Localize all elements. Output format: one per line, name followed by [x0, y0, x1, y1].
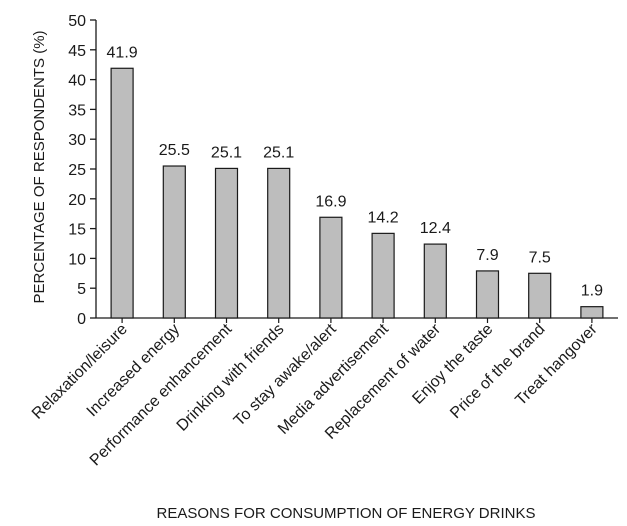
data-label: 12.4 — [420, 220, 451, 237]
y-axis-title-group: PERCENTAGE OF RESPONDENTS (%) — [31, 30, 48, 303]
data-label: 16.9 — [315, 193, 346, 210]
bar — [319, 216, 343, 319]
y-tick-label: 10 — [68, 251, 86, 268]
y-tick-label: 20 — [68, 192, 86, 209]
y-tick-label: 45 — [68, 43, 86, 60]
plot-area: 0 5 10 15 20 25 30 35 40 45 50 41.9 Relaxation/leisu… — [29, 13, 618, 469]
data-label: 25.5 — [159, 142, 190, 159]
category-label: Relaxation/leisure — [29, 321, 131, 423]
bar — [580, 306, 604, 319]
category-label: Increased energy — [84, 321, 183, 420]
y-tick-label: 5 — [77, 281, 86, 298]
y-tick-label: 50 — [68, 13, 86, 30]
bar — [528, 272, 552, 319]
bar — [371, 232, 395, 319]
bar — [214, 167, 239, 319]
data-label: 25.1 — [211, 144, 242, 161]
data-label: 1.9 — [581, 283, 603, 300]
data-label: 41.9 — [107, 44, 138, 61]
bar — [423, 243, 447, 319]
bar — [267, 167, 291, 319]
data-label: 14.2 — [368, 209, 399, 226]
y-tick-label: 35 — [68, 102, 86, 119]
y-tick-label: 0 — [77, 311, 86, 328]
y-tick-label: 40 — [68, 73, 86, 90]
category-label: To stay awake/alert — [231, 320, 340, 429]
bar — [162, 165, 186, 319]
y-axis-title: PERCENTAGE OF RESPONDENTS (%) — [31, 30, 48, 303]
data-label: 7.9 — [476, 247, 498, 264]
y-tick-label: 25 — [68, 162, 86, 179]
data-label: 7.5 — [529, 249, 551, 266]
x-axis-title: REASONS FOR CONSUMPTION OF ENERGY DRINKS — [157, 505, 536, 522]
bar — [475, 270, 500, 319]
y-tick-label: 30 — [68, 132, 86, 149]
y-tick-label: 15 — [68, 222, 86, 239]
data-label: 25.1 — [263, 144, 294, 161]
category-label: Price of the brand — [447, 321, 548, 422]
bar — [110, 67, 134, 319]
